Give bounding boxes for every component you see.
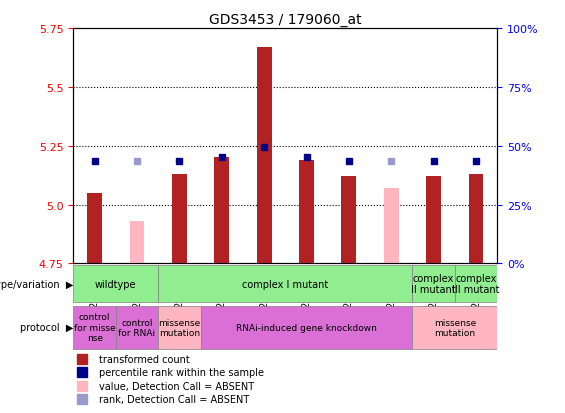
- FancyBboxPatch shape: [158, 306, 201, 349]
- Bar: [341, 177, 357, 264]
- Text: value, Detection Call = ABSENT: value, Detection Call = ABSENT: [99, 381, 254, 391]
- Bar: [257, 47, 272, 264]
- Text: RNAi-induced gene knockdown: RNAi-induced gene knockdown: [236, 323, 377, 332]
- Text: transformed count: transformed count: [99, 354, 190, 364]
- FancyBboxPatch shape: [412, 266, 455, 302]
- FancyBboxPatch shape: [201, 306, 412, 349]
- FancyBboxPatch shape: [412, 306, 497, 349]
- Title: GDS3453 / 179060_at: GDS3453 / 179060_at: [209, 12, 362, 26]
- FancyBboxPatch shape: [455, 266, 497, 302]
- Text: complex
II mutant: complex II mutant: [411, 273, 456, 295]
- Bar: [299, 160, 314, 264]
- Text: protocol  ▶: protocol ▶: [20, 323, 73, 332]
- Bar: [426, 177, 441, 264]
- Text: rank, Detection Call = ABSENT: rank, Detection Call = ABSENT: [99, 394, 249, 404]
- Text: missense
mutation: missense mutation: [434, 318, 476, 337]
- Bar: [468, 175, 484, 264]
- FancyBboxPatch shape: [73, 266, 158, 302]
- Text: control
for RNAi: control for RNAi: [119, 318, 155, 337]
- Bar: [214, 158, 229, 264]
- Text: complex
III mutant: complex III mutant: [452, 273, 500, 295]
- FancyBboxPatch shape: [116, 306, 158, 349]
- FancyBboxPatch shape: [158, 266, 412, 302]
- Text: percentile rank within the sample: percentile rank within the sample: [99, 368, 264, 377]
- Bar: [87, 193, 102, 264]
- Text: complex I mutant: complex I mutant: [242, 279, 328, 289]
- FancyBboxPatch shape: [73, 306, 116, 349]
- Bar: [384, 189, 399, 264]
- Text: genotype/variation  ▶: genotype/variation ▶: [0, 279, 73, 289]
- Bar: [129, 221, 145, 264]
- Bar: [172, 175, 187, 264]
- Text: control
for misse
nse: control for misse nse: [74, 313, 115, 342]
- Text: wildtype: wildtype: [95, 279, 137, 289]
- Text: missense
mutation: missense mutation: [158, 318, 201, 337]
